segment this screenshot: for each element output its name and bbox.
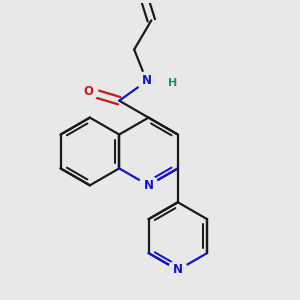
Circle shape (139, 176, 158, 195)
Text: N: N (143, 179, 154, 192)
Text: H: H (168, 78, 178, 88)
Text: O: O (83, 85, 93, 98)
Text: N: N (142, 74, 152, 88)
Circle shape (168, 261, 187, 279)
Circle shape (79, 82, 98, 101)
Text: N: N (173, 263, 183, 277)
Circle shape (137, 72, 156, 90)
